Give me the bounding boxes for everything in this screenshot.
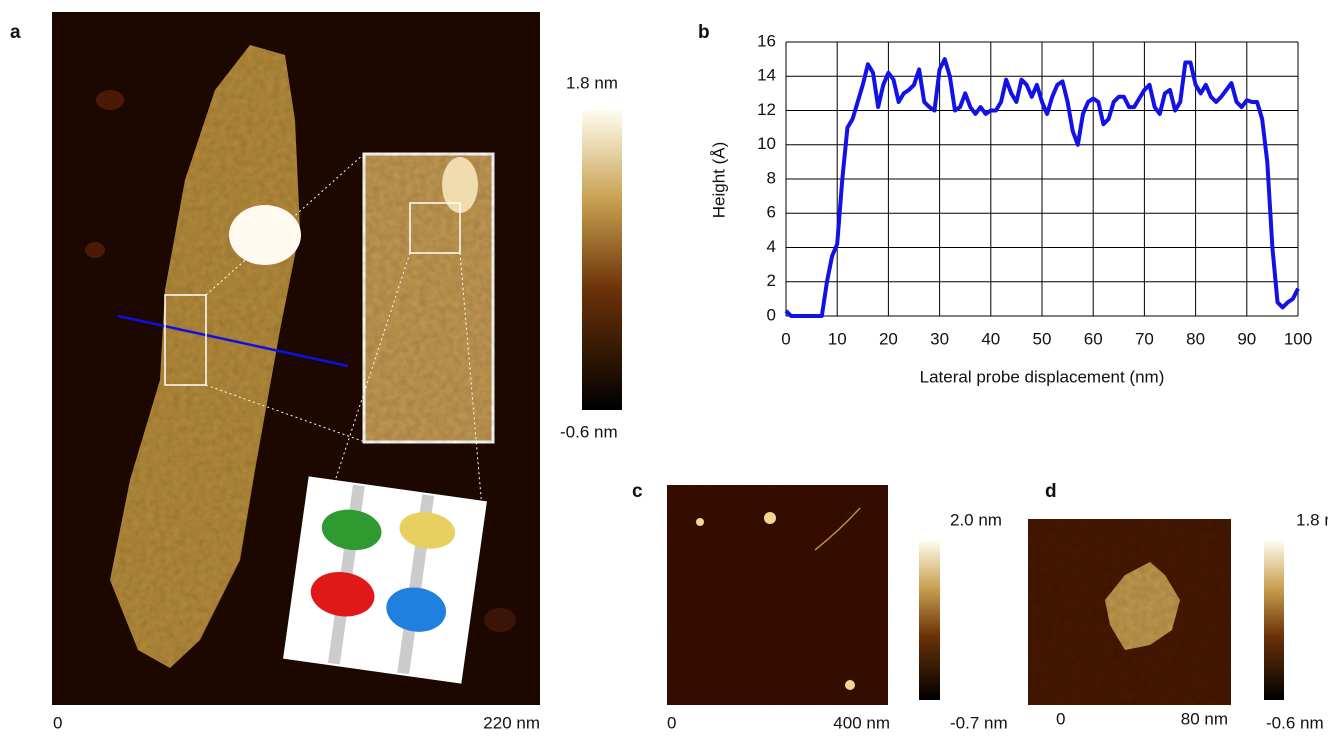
x-tick-label: 0 xyxy=(781,329,790,348)
x-tick-label: 30 xyxy=(930,329,949,348)
y-tick-label: 16 xyxy=(757,31,776,50)
x-tick-label: 60 xyxy=(1084,329,1103,348)
colorbar-min: -0.6 nm xyxy=(560,422,618,441)
y-axis-label: Height (Å) xyxy=(709,142,728,219)
panel-label: a xyxy=(10,22,21,43)
colorbar-min: -0.7 nm xyxy=(950,713,1008,732)
colorbar-max: 1.8 nm xyxy=(1296,510,1328,529)
scale-start: 0 xyxy=(667,713,676,732)
colorbar-min: -0.6 nm xyxy=(1266,713,1324,732)
y-tick-label: 4 xyxy=(767,237,776,256)
scale-start: 0 xyxy=(1056,709,1065,728)
afm-image-d xyxy=(1028,519,1231,705)
y-tick-label: 12 xyxy=(757,100,776,119)
x-tick-label: 90 xyxy=(1237,329,1256,348)
colorbar-max: 1.8 nm xyxy=(566,73,618,92)
afm-image-a xyxy=(52,12,540,705)
y-tick-label: 8 xyxy=(767,168,776,187)
x-tick-label: 50 xyxy=(1033,329,1052,348)
colorbar-a xyxy=(582,110,622,410)
y-tick-label: 0 xyxy=(767,305,776,324)
x-tick-label: 70 xyxy=(1135,329,1154,348)
scale-end: 400 nm xyxy=(833,713,890,732)
panel-label: b xyxy=(698,22,710,43)
x-tick-label: 80 xyxy=(1186,329,1205,348)
x-tick-label: 20 xyxy=(879,329,898,348)
y-tick-label: 10 xyxy=(757,134,776,153)
x-tick-label: 10 xyxy=(828,329,847,348)
scale-start: 0 xyxy=(53,713,62,732)
y-tick-label: 6 xyxy=(767,203,776,222)
scale-end: 220 nm xyxy=(483,713,540,732)
panel-label: d xyxy=(1045,481,1057,502)
y-tick-label: 2 xyxy=(767,271,776,290)
afm-image-c xyxy=(667,485,888,705)
scale-end: 80 nm xyxy=(1181,709,1228,728)
y-tick-label: 14 xyxy=(757,66,776,85)
colorbar-max: 2.0 nm xyxy=(950,510,1002,529)
colorbar-d xyxy=(1264,540,1284,700)
panel-label: c xyxy=(632,481,643,502)
x-axis-label: Lateral probe displacement (nm) xyxy=(920,367,1165,386)
data-line xyxy=(784,57,1300,318)
colorbar-c xyxy=(919,540,940,700)
x-tick-label: 100 xyxy=(1284,329,1312,348)
x-tick-label: 40 xyxy=(981,329,1000,348)
